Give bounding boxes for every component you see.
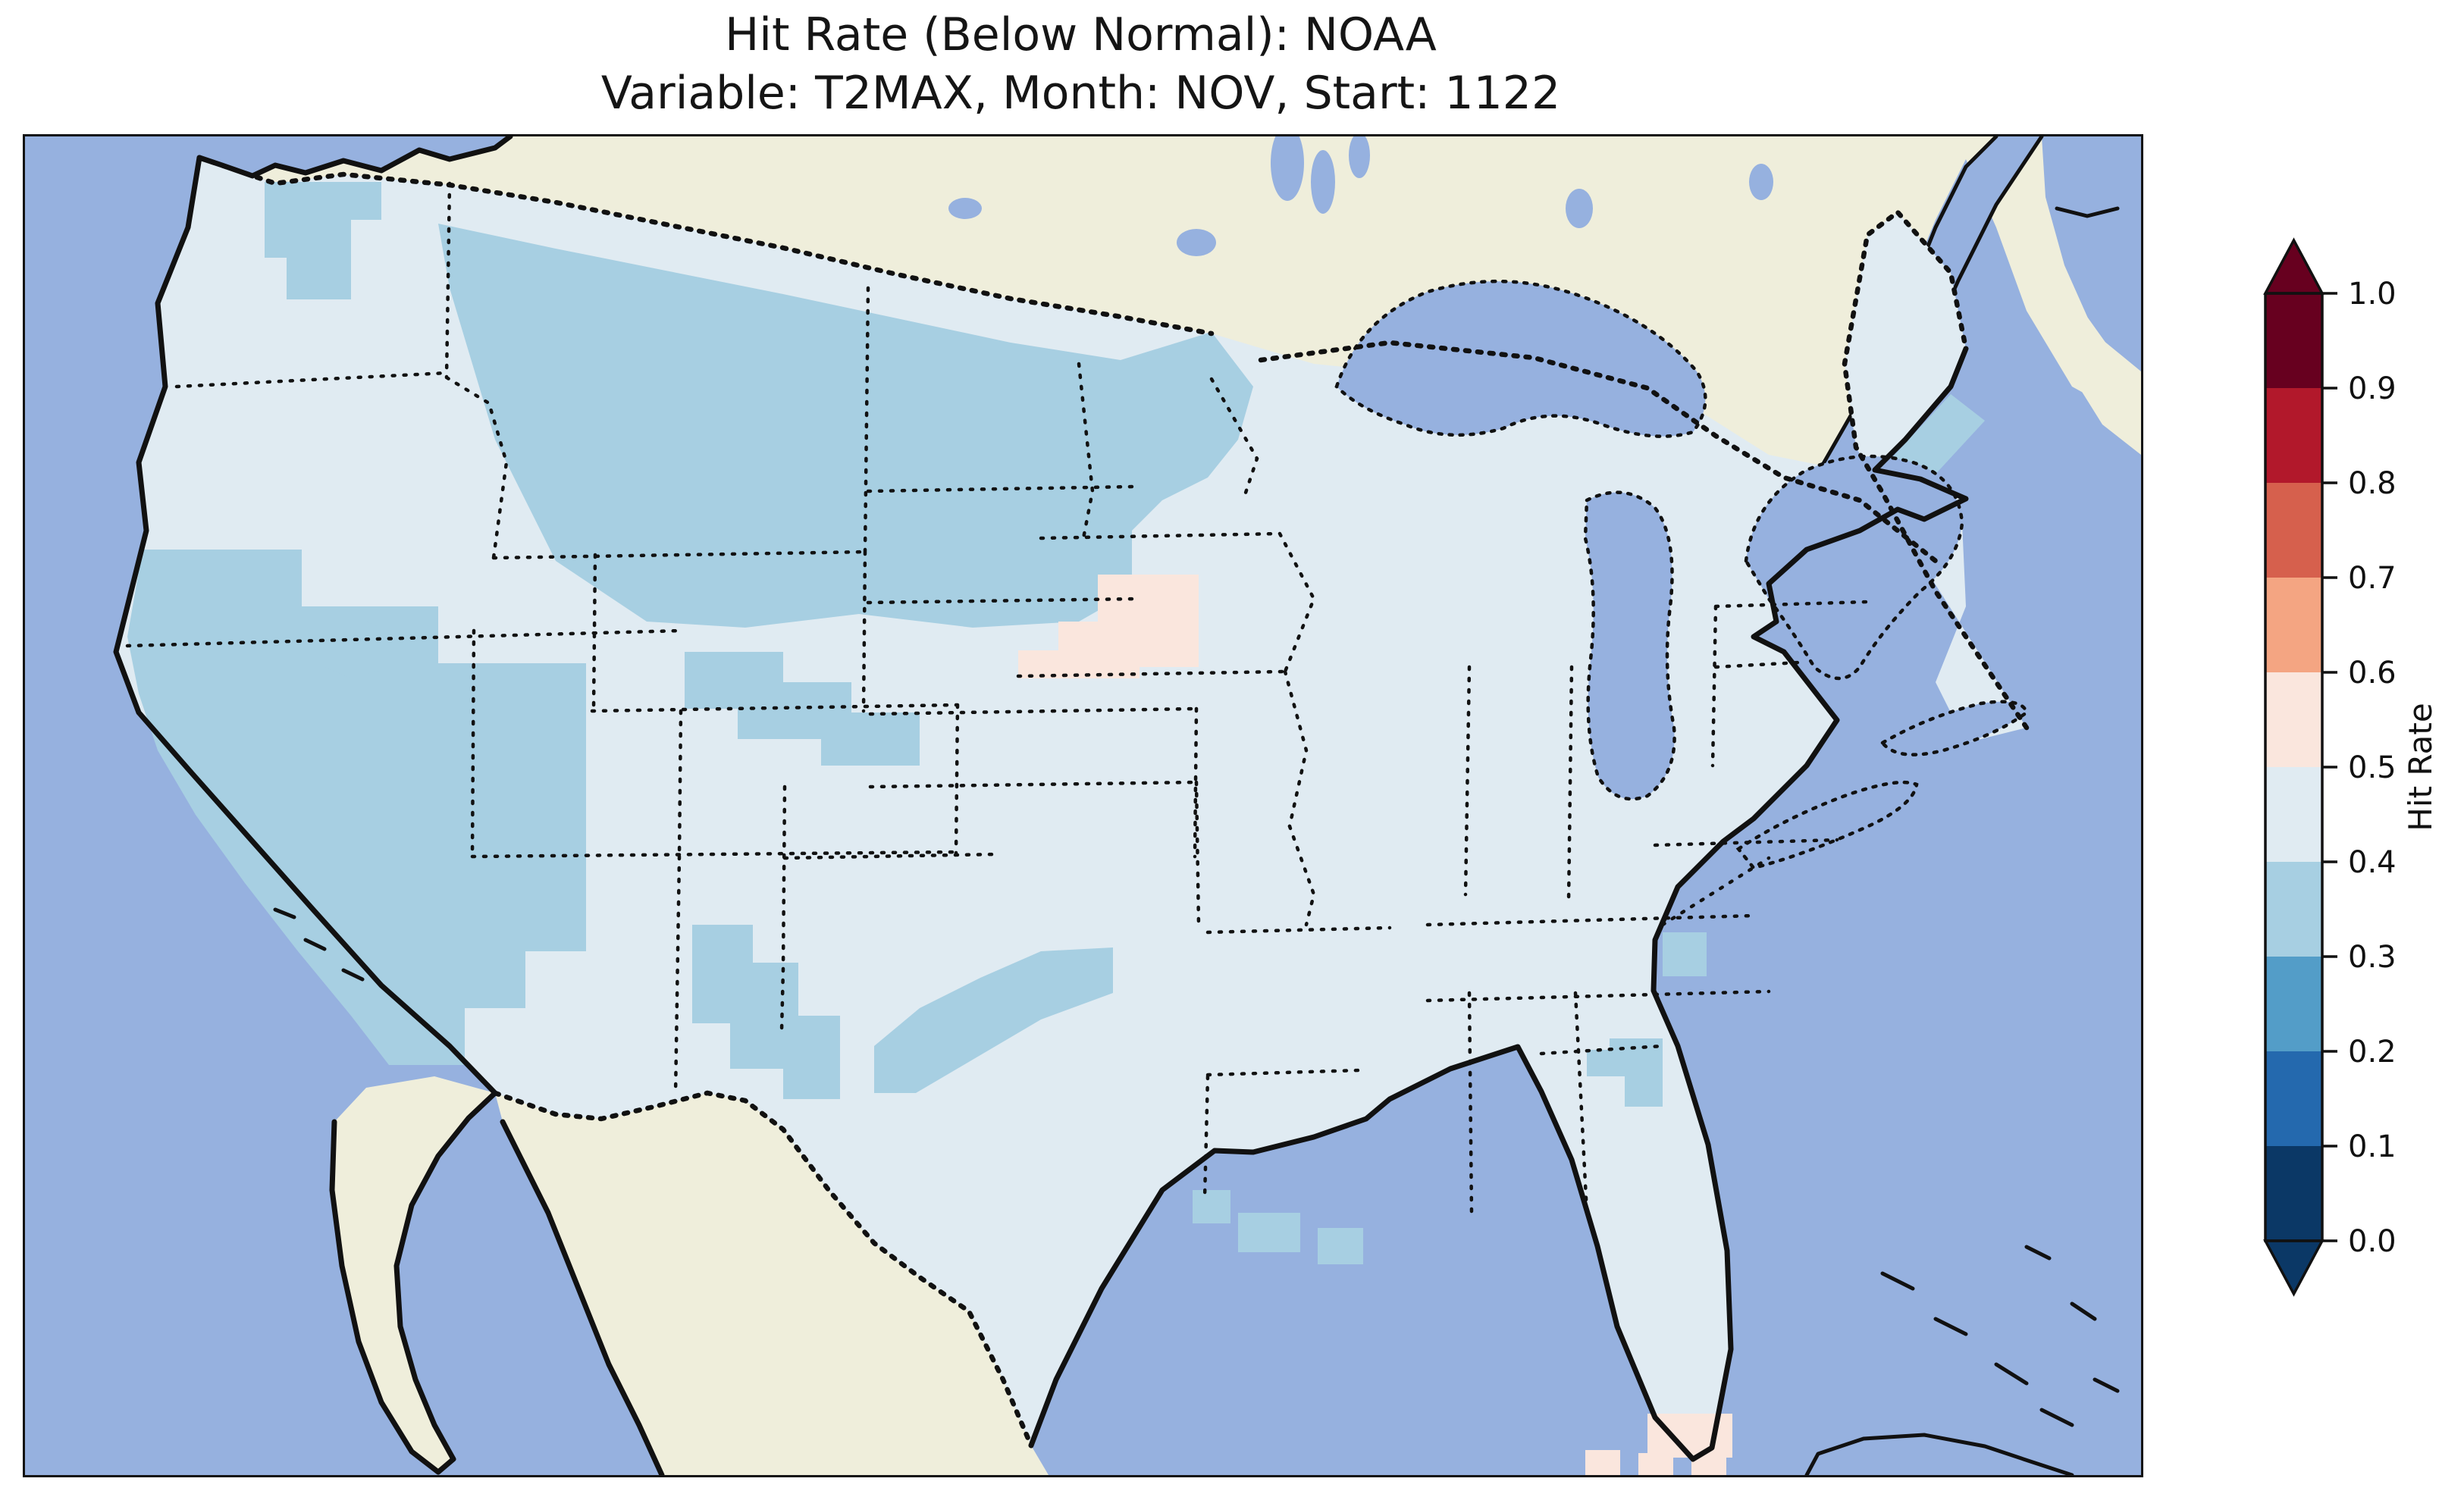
cells-georgia-coast: [1587, 1038, 1663, 1107]
colorbar-ticklabel-0.5: 0.5: [2348, 750, 2397, 785]
colorbar-bins: [2265, 293, 2322, 1241]
hit-rate-cells-03-04: [127, 182, 1985, 1264]
cells-iowa-pink: [1018, 575, 1199, 678]
nova-scotia: [2034, 265, 2141, 455]
cell-florida-keys-1: [1585, 1450, 1620, 1475]
cell-south-carolina-coast: [1663, 932, 1707, 976]
pei-island: [2055, 206, 2120, 218]
chart-title-line2: Variable: T2MAX, Month: NOV, Start: 1122: [600, 67, 1561, 120]
canadian-lakes: [948, 136, 1773, 256]
colorbar-ticklabel-1.0: 1.0: [2348, 277, 2397, 312]
colorbar-ticklabel-0.9: 0.9: [2348, 371, 2397, 406]
state-borders: [125, 181, 1870, 1215]
chart-title: Hit Rate (Below Normal): NOAA Variable: …: [23, 6, 2139, 123]
colorbar-bin-0.5-0.6: [2265, 672, 2322, 767]
pacific-coastline: [113, 155, 498, 1096]
colorbar-ticklabel-0.8: 0.8: [2348, 466, 2397, 501]
colorbar-ticklabel-0.6: 0.6: [2348, 656, 2397, 691]
colorbar-bin-0.7-0.8: [2265, 483, 2322, 578]
map-svg: [25, 136, 2141, 1475]
colorbar-ticklabel-0.3: 0.3: [2348, 940, 2397, 975]
gulf-atlantic-coastline: [1028, 346, 1969, 1462]
colorbar-bin-0.6-0.7: [2265, 578, 2322, 672]
colorbar-bin-0.2-0.3: [2265, 957, 2322, 1051]
colorbar-ticklabel-0.1: 0.1: [2348, 1129, 2397, 1164]
cells-eastern-washington: [265, 182, 381, 299]
british-columbia-coastline: [196, 136, 513, 179]
cells-california-nevada: [127, 550, 586, 1065]
lake-michigan: [1583, 490, 1676, 801]
cells-oklahoma-texas: [874, 947, 1113, 1093]
colorbar-bin-0.4-0.5: [2265, 767, 2322, 862]
us-canada-border-lakes: [1258, 340, 1939, 564]
international-borders: [196, 155, 2030, 1449]
cell-louisiana-coast-3: [1193, 1190, 1230, 1223]
chart-title-line1: Hit Rate (Below Normal): NOAA: [725, 8, 1437, 61]
colorbar-ticks: 1.0 0.9 0.8 0.7 0.6 0.5 0.4 0.3 0.2 0.1 0.0: [2322, 277, 2397, 1259]
mexico-land: [329, 1076, 1049, 1475]
cells-colorado-kansas: [685, 652, 920, 766]
us-canada-border-west: [196, 155, 1215, 337]
hit-rate-cells-05-06: [1018, 575, 1732, 1475]
colorbar-bin-0.1-0.2: [2265, 1051, 2322, 1146]
bahamas-islands: [1880, 1245, 2120, 1427]
cell-louisiana-coast-2: [1318, 1228, 1363, 1264]
colorbar-bin-0.9-1.0: [2265, 293, 2322, 388]
colorbar-axis-label: Hit Rate: [2402, 703, 2439, 831]
lake-superior: [1334, 279, 1707, 438]
cell-florida-keys-2: [1638, 1453, 1673, 1475]
cuba-coastline: [1804, 1433, 2074, 1475]
colorbar-bin-0.8-0.9: [2265, 388, 2322, 483]
colorbar: 1.0 0.9 0.8 0.7 0.6 0.5 0.4 0.3 0.2 0.1 0.0 Hit Ra…: [2240, 227, 2453, 1342]
channel-islands: [273, 907, 365, 982]
lake-ontario: [1879, 700, 2029, 756]
colorbar-bin-0.3-0.4: [2265, 862, 2322, 957]
coastlines: [113, 136, 2120, 1475]
colorbar-ticklabel-0.7: 0.7: [2348, 561, 2397, 596]
colorbar-lower-arrow: [2263, 1239, 2324, 1297]
colorbar-bin-0.0-0.1: [2265, 1146, 2322, 1241]
colorbar-ticklabel-0.2: 0.2: [2348, 1035, 2397, 1070]
map-axes: [23, 134, 2143, 1477]
colorbar-ticklabel-0.0: 0.0: [2348, 1224, 2397, 1259]
colorbar-ticklabel-0.4: 0.4: [2348, 845, 2397, 880]
cells-new-mexico-texas: [692, 925, 840, 1099]
cells-northern-plains: [438, 224, 1253, 628]
cells-utah: [324, 622, 393, 678]
cell-louisiana-coast-1: [1238, 1213, 1300, 1252]
lake-erie: [1735, 780, 1919, 870]
colorbar-upper-arrow: [2263, 237, 2324, 295]
us-canada-border-east: [1842, 208, 2030, 731]
us-mexico-border: [492, 1090, 1034, 1449]
colorbar-svg: 1.0 0.9 0.8 0.7 0.6 0.5 0.4 0.3 0.2 0.1 0.0 Hit Ra…: [2263, 237, 2439, 1297]
